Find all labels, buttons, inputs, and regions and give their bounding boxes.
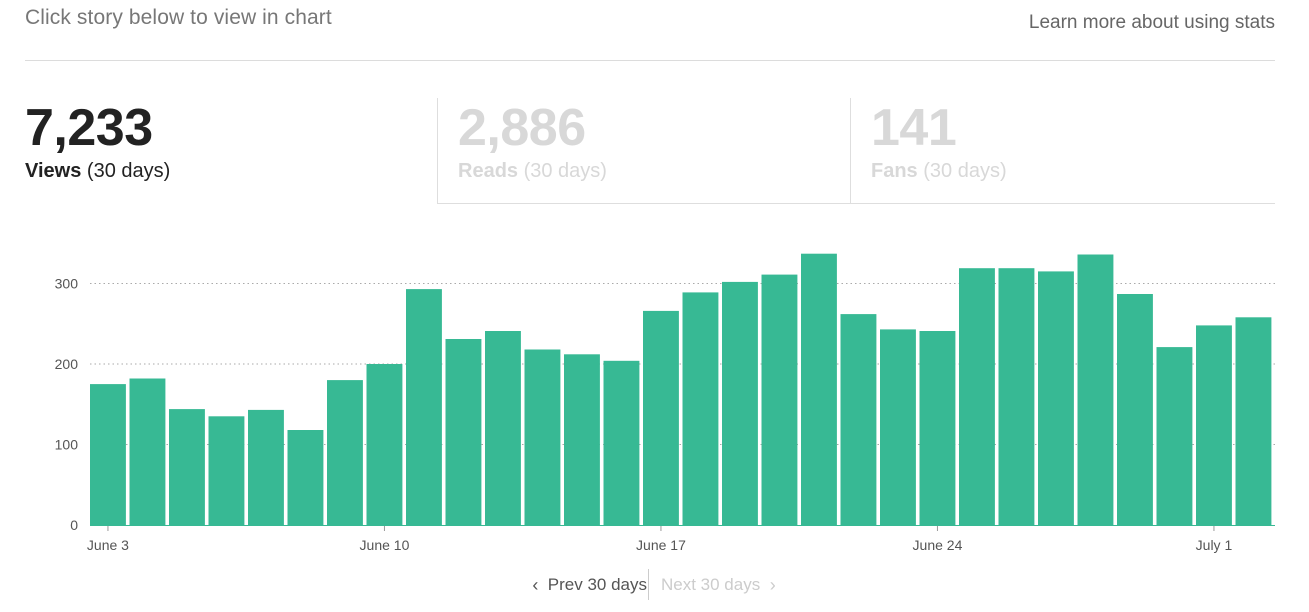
stat-card-views[interactable]: 7,233 Views (30 days) [25, 98, 437, 204]
bar-june-3[interactable] [90, 384, 126, 525]
chevron-right-icon: › [769, 575, 776, 595]
header-hint: Click story below to view in chart [25, 6, 332, 29]
bar-june-16[interactable] [603, 360, 640, 525]
x-tick-label: June 3 [87, 537, 129, 553]
fans-label-text: Fans [871, 160, 918, 182]
y-tick-label: 100 [55, 437, 79, 453]
stats-row: 7,233 Views (30 days) 2,886 Reads (30 da… [25, 98, 1275, 204]
prev-30-days-button[interactable]: ‹ Prev 30 days [532, 575, 647, 596]
bar-june-10[interactable] [366, 364, 403, 525]
bar-june-21[interactable] [801, 253, 837, 525]
bar-june-6[interactable] [208, 416, 245, 525]
views-count: 7,233 [25, 99, 153, 157]
bar-june-25[interactable] [959, 268, 995, 525]
bar-june-22[interactable] [840, 314, 877, 525]
bar-june-18[interactable] [682, 292, 719, 525]
bar-june-14[interactable] [524, 349, 561, 526]
fans-label: Fans (30 days) [871, 160, 1275, 183]
bar-june-19[interactable] [722, 281, 758, 525]
bar-june-24[interactable] [919, 331, 956, 525]
bar-june-15[interactable] [564, 354, 600, 525]
y-tick-label: 200 [55, 356, 79, 372]
reads-count: 2,886 [458, 99, 586, 157]
bar-june-26[interactable] [998, 268, 1035, 525]
y-tick-label: 300 [55, 276, 79, 292]
bar-june-17[interactable] [643, 310, 679, 525]
fans-count: 141 [871, 99, 957, 157]
next-label: Next 30 days [661, 575, 761, 594]
bar-july-2[interactable] [1235, 317, 1272, 525]
x-tick-label: June 24 [913, 537, 963, 553]
bar-june-23[interactable] [880, 329, 916, 525]
x-tick-label: June 10 [360, 537, 410, 553]
bar-june-4[interactable] [129, 378, 166, 526]
pager-divider [648, 569, 649, 600]
reads-label-text: Reads [458, 160, 519, 182]
views-period: (30 days) [86, 160, 171, 182]
bar-june-29[interactable] [1117, 294, 1153, 525]
learn-more-link[interactable]: Learn more about using stats [1028, 12, 1275, 33]
bar-june-27[interactable] [1038, 271, 1074, 525]
bar-june-30[interactable] [1156, 347, 1193, 525]
x-tick-label: June 17 [636, 537, 686, 553]
views-bar-chart: 0 100 200 300 June 3 June 10 June 17 June 24 Jul… [55, 253, 1275, 553]
chevron-left-icon: ‹ [532, 575, 539, 595]
pager: ‹ Prev 30 days Next 30 days › [0, 569, 1309, 601]
y-tick-label: 0 [70, 517, 78, 533]
top-divider [25, 60, 1275, 61]
prev-label: Prev 30 days [547, 575, 647, 594]
stat-card-fans[interactable]: 141 Fans (30 days) [850, 98, 1275, 204]
x-tick-label: July 1 [1196, 537, 1233, 553]
fans-period: (30 days) [923, 160, 1007, 182]
bar-june-12[interactable] [445, 339, 482, 525]
views-label: Views (30 days) [25, 160, 437, 183]
views-label-text: Views [25, 160, 82, 182]
reads-period: (30 days) [523, 160, 607, 182]
bar-june-9[interactable] [327, 380, 363, 525]
bar-june-28[interactable] [1077, 254, 1114, 526]
bar-june-7[interactable] [248, 409, 284, 525]
bar-june-5[interactable] [169, 409, 205, 525]
bar-july-1[interactable] [1196, 325, 1232, 525]
bar-june-11[interactable] [406, 289, 442, 525]
stat-card-reads[interactable]: 2,886 Reads (30 days) [437, 98, 850, 204]
reads-label: Reads (30 days) [458, 160, 850, 183]
bar-june-20[interactable] [761, 274, 798, 525]
bar-june-13[interactable] [485, 331, 521, 525]
next-30-days-button: Next 30 days › [661, 575, 776, 596]
bar-june-8[interactable] [287, 430, 324, 525]
